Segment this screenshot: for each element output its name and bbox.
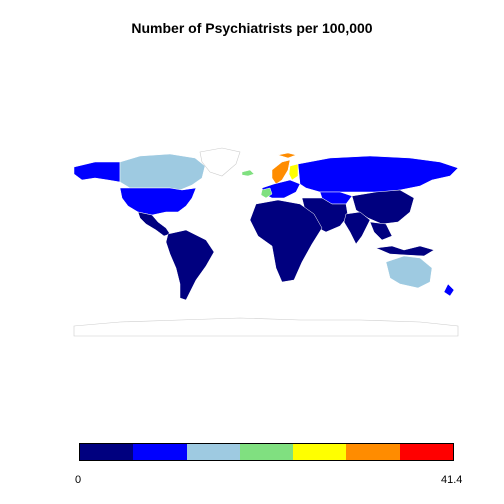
region-antarctica [73,317,459,337]
region-central-america [137,211,171,237]
region-france [260,187,273,199]
color-legend-bar [79,443,454,461]
legend-swatch [80,444,134,460]
legend-swatch [186,444,240,460]
region-canada [119,153,206,191]
region-iceland [241,169,255,177]
region-alaska [73,161,121,183]
region-greenland [199,147,241,177]
legend-min-label: 0 [75,474,82,486]
region-indonesia [375,245,435,257]
region-finland [288,163,299,181]
region-australia [385,255,433,289]
region-south-america [165,229,215,301]
legend-swatch [133,444,187,460]
region-russia [297,155,459,193]
legend-swatch [239,444,294,460]
region-united-states [119,187,197,216]
region-new-zealand [443,283,455,297]
legend-swatch [346,444,400,460]
map-title: Number of Psychiatrists per 100,000 [131,20,373,36]
region-scandinavia [271,152,297,185]
legend-swatch [399,444,453,460]
region-southeast-asia [369,221,393,241]
legend-swatch [293,444,347,460]
legend-max-label: 41.4 [441,474,463,486]
region-africa [249,199,323,283]
region-india [343,211,371,245]
